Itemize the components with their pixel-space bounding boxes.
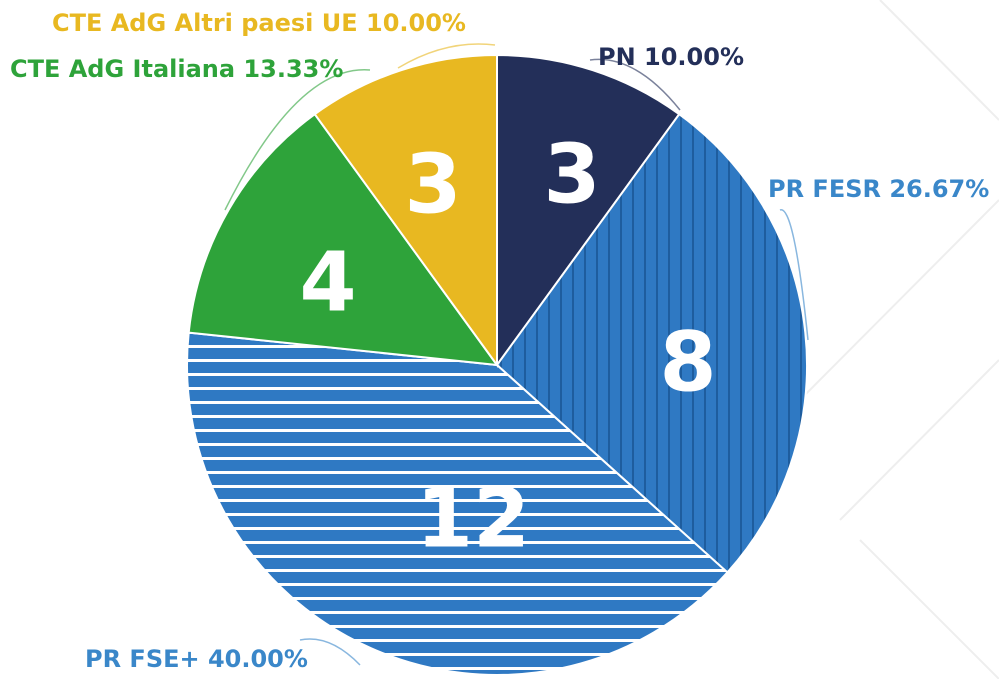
slice-value-label: 3 bbox=[543, 127, 600, 222]
slice-category-label: CTE AdG Altri paesi UE 10.00% bbox=[52, 9, 466, 37]
slice-category-label: CTE AdG Italiana 13.33% bbox=[10, 55, 343, 83]
leader-arc bbox=[589, 58, 681, 111]
labels: 3 PN 10.00% 8 PR FESR 26.67% 12 PR FSE+ 40.00… bbox=[10, 9, 989, 673]
slice-category-label: PR FSE+ 40.00% bbox=[85, 645, 308, 673]
slice-category-label: PN 10.00% bbox=[598, 43, 744, 71]
slice-value-label: 4 bbox=[299, 235, 356, 330]
slice-value-label: 8 bbox=[659, 315, 716, 410]
slice-value-label: 12 bbox=[416, 471, 530, 566]
slice-value-label: 3 bbox=[404, 137, 461, 232]
pie-slice bbox=[186, 331, 729, 676]
pie-slice bbox=[187, 112, 500, 367]
pie bbox=[186, 53, 808, 676]
leader-arc bbox=[779, 209, 809, 341]
slice-category-label: PR FESR 26.67% bbox=[768, 175, 989, 203]
pie-slice bbox=[496, 53, 681, 369]
background-decoration bbox=[779, 0, 999, 679]
leader-arc bbox=[299, 638, 361, 666]
leader-arc bbox=[224, 69, 371, 211]
pie-slice bbox=[495, 112, 808, 574]
pie-slice bbox=[313, 53, 498, 369]
leader-arc bbox=[397, 43, 496, 69]
